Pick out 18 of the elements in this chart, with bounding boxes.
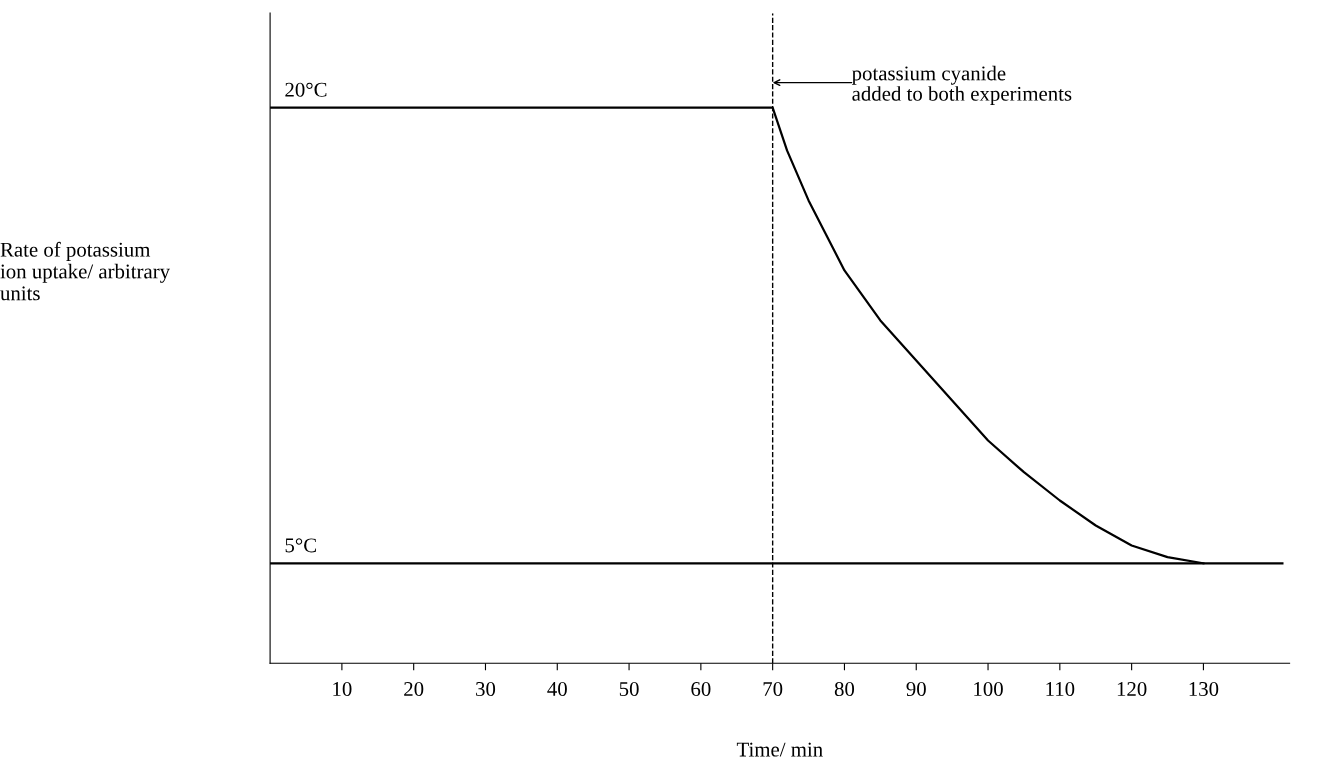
x-tick-label: 130 [1189, 681, 1219, 697]
x-tick-label: 30 [476, 681, 496, 697]
x-tick-label: 70 [763, 681, 783, 697]
x-tick-label: 50 [619, 681, 639, 697]
x-tick-label: 40 [547, 681, 567, 697]
text: potassium cyanide added to both experiments [851, 65, 1072, 106]
x-tick-label: 20 [404, 681, 424, 697]
series-label: 5°C [285, 538, 316, 553]
x-tick-label: 90 [906, 681, 926, 697]
series-label: 20°C [285, 82, 327, 97]
x-tick-label: 60 [691, 681, 711, 697]
y-axis-title: Rate of potassium ion uptake/ arbitrary units [0, 241, 170, 301]
x-tick-label: 120 [1117, 681, 1147, 697]
x-tick-label: 110 [1046, 681, 1075, 697]
x-tick-label: 80 [834, 681, 855, 697]
x-tick-label: 100 [974, 681, 1003, 697]
x-tick-label: 10 [333, 681, 352, 697]
x-axis-title: Time/ min [736, 742, 823, 757]
